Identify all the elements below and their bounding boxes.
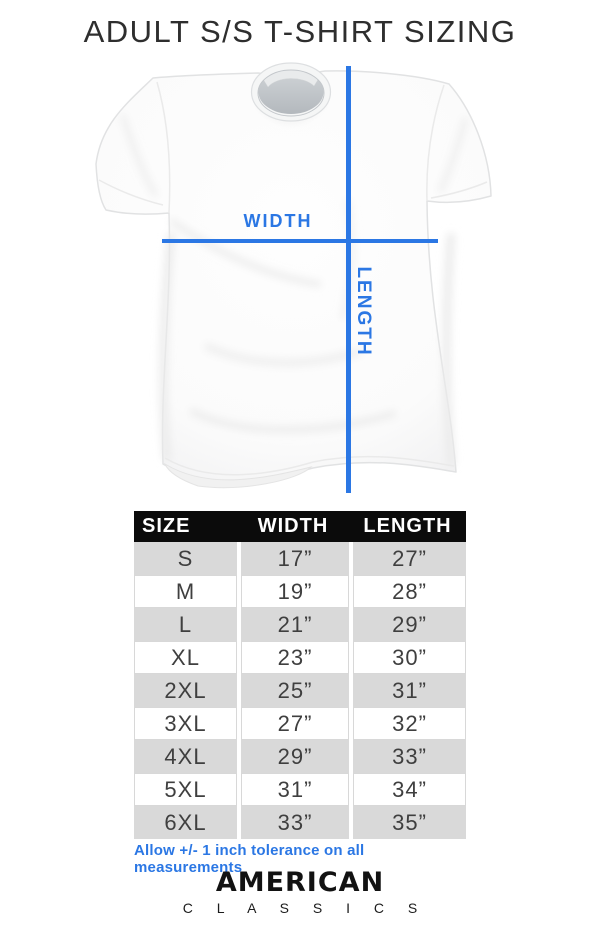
table-row: 4XL 29” 33” [134,740,466,773]
tshirt-image [95,62,492,489]
width-label: WIDTH [243,211,313,231]
width-cell: 29” [241,740,349,773]
width-cell: 19” [241,575,349,608]
brand-name: AMERICAN [215,867,385,898]
length-cell: 33” [353,740,466,773]
width-cell: 33” [241,806,349,839]
header-size: SIZE [142,515,191,537]
length-cell: 35” [353,806,466,839]
table-row: 2XL 25” 31” [134,674,466,707]
width-cell: 25” [241,674,349,707]
size-table: SIZE WIDTH LENGTH S 17” 27” M 19” 28” L … [134,511,466,839]
width-cell: 23” [241,641,349,674]
table-row: XL 23” 30” [134,641,466,674]
size-cell: 3XL [134,707,237,740]
width-cell: 17” [241,542,349,575]
size-cell: M [134,575,237,608]
length-cell: 30” [353,641,466,674]
width-measure-line [162,239,438,243]
size-cell: 5XL [134,773,237,806]
size-cell: 2XL [134,674,237,707]
table-row: S 17” 27” [134,542,466,575]
length-cell: 31” [353,674,466,707]
length-cell: 29” [353,608,466,641]
size-cell: 6XL [134,806,237,839]
table-header-row: SIZE WIDTH LENGTH [134,511,466,542]
length-label: LENGTH [353,266,374,357]
header-width: WIDTH [257,515,329,537]
length-cell: 34” [353,773,466,806]
size-cell: L [134,608,237,641]
length-cell: 28” [353,575,466,608]
header-length: LENGTH [363,515,452,537]
size-cell: XL [134,641,237,674]
table-row: 5XL 31” 34” [134,773,466,806]
width-cell: 31” [241,773,349,806]
tolerance-note: Allow +/- 1 inch tolerance on all measur… [134,842,365,876]
size-cell: S [134,542,237,575]
table-row: L 21” 29” [134,608,466,641]
brand-logo: AMERICAN C L A S S I C S [0,867,600,917]
page-title: ADULT S/S T-SHIRT SIZING [83,14,517,49]
width-cell: 27” [241,707,349,740]
length-measure-line [346,66,351,493]
width-cell: 21” [241,608,349,641]
table-row: M 19” 28” [134,575,466,608]
table-row: 3XL 27” 32” [134,707,466,740]
length-cell: 27” [353,542,466,575]
size-cell: 4XL [134,740,237,773]
length-cell: 32” [353,707,466,740]
table-row: 6XL 33” 35” [134,806,466,839]
brand-subname: C L A S S I C S [182,900,428,917]
